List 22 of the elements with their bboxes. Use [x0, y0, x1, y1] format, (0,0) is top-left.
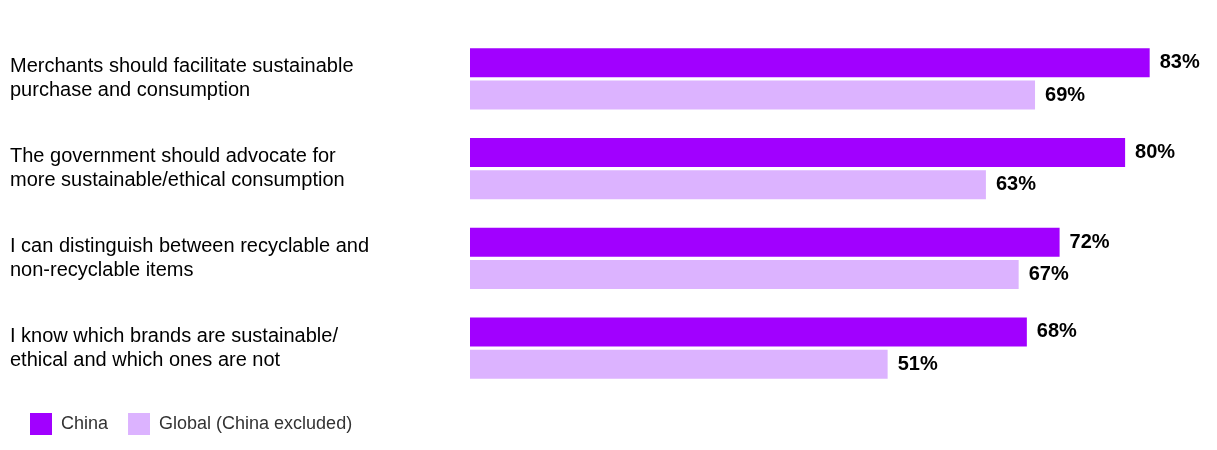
bar: [470, 80, 1036, 110]
data-label: 68%: [1036, 319, 1078, 342]
bar: [470, 349, 888, 379]
y-tick-label: I can distinguish between recyclable and non-recyclable items: [10, 233, 370, 280]
data-label: 63%: [995, 172, 1037, 195]
bar: [470, 259, 1019, 290]
data-label: 83%: [1159, 50, 1200, 73]
y-tick-label: Merchants should facilitate sustainable purchase and consumption: [10, 54, 354, 101]
data-label: 67%: [1028, 262, 1069, 285]
y-tick-label: I know which brands are sustainable/ ethical and which ones are not: [10, 323, 339, 370]
data-label: 69%: [1045, 82, 1086, 105]
y-tick-label: The government should advocate for more sustainable/ethical consumption: [10, 144, 345, 191]
bar: [470, 170, 986, 200]
bar: [470, 227, 1060, 257]
bar: [470, 137, 1126, 168]
data-label: 80%: [1135, 139, 1176, 162]
data-label: 51%: [897, 351, 938, 374]
data-label: 72%: [1069, 229, 1110, 252]
bar: [470, 317, 1027, 347]
legend-label: Global (China excluded): [159, 412, 353, 433]
bar: [470, 48, 1150, 78]
legend-label: China: [61, 412, 110, 433]
